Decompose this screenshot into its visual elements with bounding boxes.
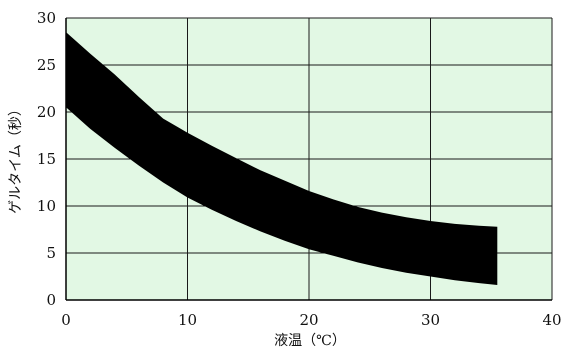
series-layer bbox=[66, 32, 498, 285]
x-tick-label: 10 bbox=[178, 311, 197, 329]
x-tick-label: 30 bbox=[421, 311, 440, 329]
axes bbox=[65, 18, 552, 301]
y-tick-label: 30 bbox=[37, 9, 56, 27]
y-tick-label: 20 bbox=[37, 103, 56, 121]
x-tick-label: 0 bbox=[61, 311, 71, 329]
y-tick-label: 15 bbox=[37, 150, 56, 168]
tick-labels: 0 10 20 30 40 0 5 10 15 20 25 30 bbox=[37, 9, 561, 329]
x-tick-label: 40 bbox=[542, 311, 561, 329]
x-tick-label: 20 bbox=[299, 311, 318, 329]
gel-time-band bbox=[66, 32, 498, 285]
x-axis-label: 液温（℃） bbox=[274, 333, 346, 349]
y-tick-label: 10 bbox=[37, 197, 56, 215]
y-tick-label: 0 bbox=[46, 291, 56, 309]
y-tick-label: 25 bbox=[37, 56, 56, 74]
y-axis-label: ゲルタイム（秒） bbox=[8, 102, 24, 214]
y-tick-label: 5 bbox=[46, 244, 56, 262]
